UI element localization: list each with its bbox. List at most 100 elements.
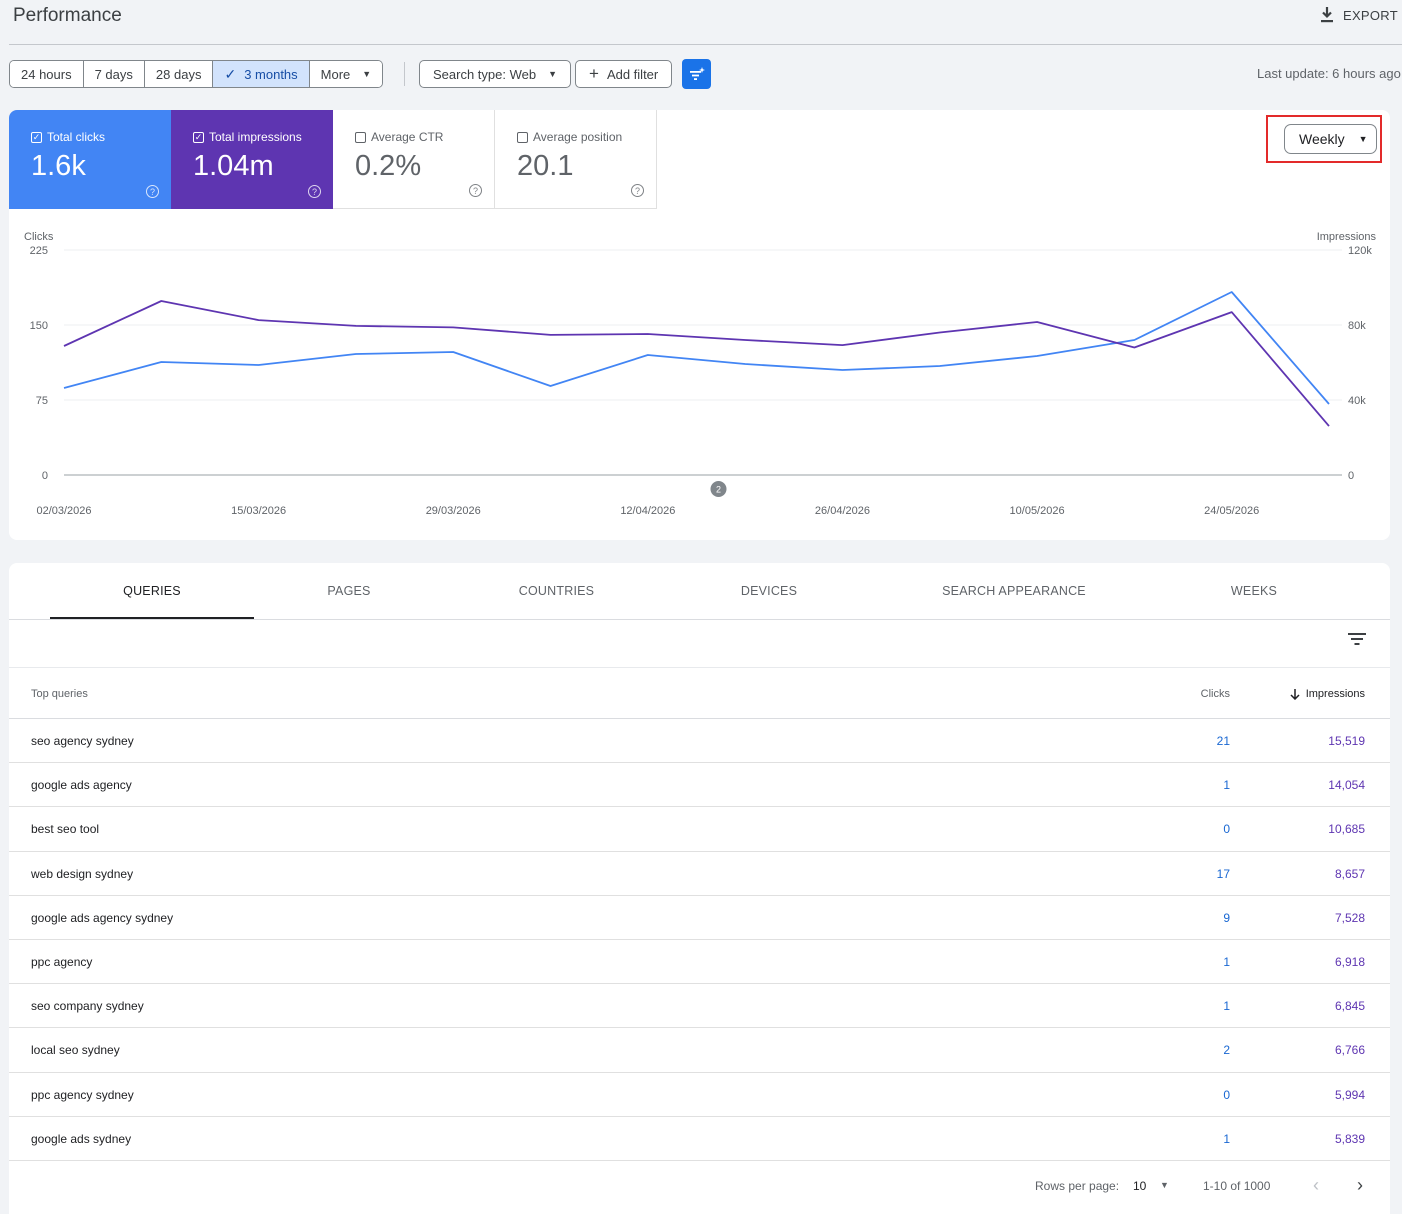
- filter-icon[interactable]: [1348, 631, 1366, 647]
- table-row[interactable]: google ads sydney 1 5,839: [9, 1117, 1390, 1161]
- highlight-box: [1266, 115, 1382, 163]
- date-range-7-days[interactable]: 7 days: [83, 61, 145, 87]
- table-row[interactable]: local seo sydney 2 6,766: [9, 1028, 1390, 1073]
- date-range-3-months[interactable]: ✓ 3 months: [213, 61, 310, 87]
- series-line-clicks: [63, 291, 1330, 405]
- dimension-tabs: QUERIES PAGES COUNTRIES DEVICES SEARCH A…: [9, 563, 1390, 620]
- checkbox-checked-icon[interactable]: ✓: [31, 131, 42, 143]
- series-line-impressions: [63, 300, 1330, 427]
- filter-sparkle-icon: [689, 67, 705, 80]
- right-tick-label: 40k: [1348, 395, 1366, 407]
- tab-weeks[interactable]: WEEKS: [1230, 584, 1278, 598]
- checkbox-checked-icon[interactable]: ✓: [193, 131, 204, 143]
- metric-average-ctr[interactable]: Average CTR 0.2% ?: [333, 110, 495, 209]
- table-row[interactable]: google ads agency 1 14,054: [9, 763, 1390, 808]
- performance-chart-card: ✓ Total clicks 1.6k ? ✓ Total impressions …: [9, 110, 1390, 540]
- tab-devices[interactable]: DEVICES: [740, 584, 798, 598]
- add-filter-button[interactable]: + Add filter: [575, 60, 673, 88]
- export-label: EXPORT: [1342, 7, 1398, 23]
- table-row[interactable]: google ads agency sydney 9 7,528: [9, 896, 1390, 940]
- active-tab-indicator: [50, 617, 254, 619]
- right-axis-label: Impressions: [1317, 231, 1377, 243]
- granularity-dropdown[interactable]: Weekly ▼: [1284, 124, 1377, 154]
- metric-value: 20.1: [517, 150, 574, 182]
- pagination: Rows per page: 10 ▼ 1-10 of 1000 ‹ ›: [9, 1163, 1390, 1213]
- left-tick-label: 150: [30, 320, 48, 332]
- x-tick-label: 02/03/2026: [36, 505, 91, 517]
- x-tick-label: 15/03/2026: [231, 505, 286, 517]
- caret-down-icon: ▼: [548, 69, 558, 79]
- last-update-text: Last update: 6 hours ago: [1257, 66, 1401, 81]
- plus-icon: +: [589, 64, 599, 83]
- table-row[interactable]: ppc agency sydney 0 5,994: [9, 1073, 1390, 1117]
- table-row[interactable]: web design sydney 17 8,657: [9, 852, 1390, 896]
- metric-value: 0.2%: [355, 150, 422, 182]
- export-button[interactable]: EXPORT: [1319, 6, 1398, 24]
- tab-countries[interactable]: COUNTRIES: [518, 584, 595, 598]
- metric-label: Average CTR: [371, 130, 444, 144]
- annotation-badge: [710, 481, 727, 497]
- x-tick-label: 29/03/2026: [426, 505, 481, 517]
- help-icon[interactable]: ?: [631, 184, 644, 197]
- metric-value: 1.04m: [193, 150, 274, 182]
- metric-total-impressions[interactable]: ✓ Total impressions 1.04m ?: [171, 110, 333, 209]
- date-range-selector: 24 hours 7 days 28 days ✓ 3 months More ▼: [9, 60, 384, 88]
- page-title: Performance: [13, 5, 122, 26]
- caret-down-icon[interactable]: ▼: [1160, 1180, 1169, 1190]
- table-row[interactable]: seo company sydney 1 6,845: [9, 984, 1390, 1029]
- checkbox-unchecked-icon[interactable]: [355, 131, 366, 143]
- column-header-impressions[interactable]: Impressions: [1290, 688, 1365, 700]
- caret-down-icon: ▼: [1358, 134, 1368, 144]
- checkbox-unchecked-icon[interactable]: [517, 131, 528, 143]
- annotation-badge-label: 2: [716, 485, 721, 495]
- column-header-clicks[interactable]: Clicks: [1200, 688, 1230, 700]
- line-chart: 225 120k 150 80k 75 40k 0 0 Clicks Impressions 02/…: [24, 231, 1377, 517]
- pagination-range: 1-10 of 1000: [1203, 1179, 1271, 1193]
- help-icon[interactable]: ?: [308, 185, 321, 198]
- x-tick-label: 26/04/2026: [815, 505, 870, 517]
- metric-label: Total clicks: [47, 130, 106, 144]
- right-tick-label: 120k: [1348, 245, 1372, 257]
- left-axis-label: Clicks: [24, 231, 54, 243]
- x-tick-label: 10/05/2026: [1010, 505, 1065, 517]
- date-range-28-days[interactable]: 28 days: [144, 61, 214, 87]
- metric-label: Average position: [533, 130, 623, 144]
- table-row[interactable]: seo agency sydney 21 15,519: [9, 719, 1390, 764]
- table-row[interactable]: best seo tool 0 10,685: [9, 807, 1390, 852]
- metric-average-position[interactable]: Average position 20.1 ?: [495, 110, 657, 209]
- x-tick-label: 24/05/2026: [1204, 505, 1259, 517]
- header-divider: [9, 44, 1402, 45]
- table-header: Top queries Clicks Impressions: [9, 667, 1390, 719]
- metric-label: Total impressions: [209, 130, 302, 144]
- help-icon[interactable]: ?: [146, 185, 159, 198]
- metric-value: 1.6k: [31, 150, 86, 182]
- rows-per-page-label: Rows per page:: [1035, 1179, 1120, 1193]
- table-row[interactable]: ppc agency 1 6,918: [9, 940, 1390, 985]
- date-range-more[interactable]: More ▼: [309, 61, 383, 87]
- right-tick-label: 0: [1348, 470, 1354, 482]
- right-tick-label: 80k: [1348, 320, 1366, 332]
- column-header-query: Top queries: [31, 688, 88, 700]
- tab-queries[interactable]: QUERIES: [123, 584, 181, 598]
- chevron-right-icon[interactable]: ›: [1357, 1175, 1363, 1195]
- date-range-24-hours[interactable]: 24 hours: [10, 61, 84, 87]
- tab-pages[interactable]: PAGES: [327, 584, 371, 598]
- check-icon: ✓: [224, 65, 237, 82]
- filter-divider: [404, 62, 405, 86]
- caret-down-icon: ▼: [362, 69, 372, 79]
- rows-per-page-select[interactable]: 10: [1133, 1179, 1147, 1193]
- page-header: Performance EXPORT: [0, 0, 1402, 45]
- left-tick-label: 75: [36, 395, 48, 407]
- tab-search-appearance[interactable]: SEARCH APPEARANCE: [942, 584, 1086, 598]
- x-tick-label: 12/04/2026: [620, 505, 675, 517]
- table-body: seo agency sydney 21 15,519 google ads age…: [9, 719, 1390, 1161]
- metric-total-clicks[interactable]: ✓ Total clicks 1.6k ?: [9, 110, 171, 209]
- left-tick-label: 225: [30, 245, 48, 257]
- arrow-down-icon: [1290, 688, 1300, 700]
- data-table-card: QUERIES PAGES COUNTRIES DEVICES SEARCH A…: [9, 563, 1390, 1214]
- help-icon[interactable]: ?: [469, 184, 482, 197]
- compare-filter-button[interactable]: [682, 59, 711, 89]
- search-type-dropdown[interactable]: Search type: Web ▼: [419, 60, 572, 88]
- chevron-left-icon[interactable]: ‹: [1313, 1175, 1319, 1195]
- left-tick-label: 0: [42, 470, 48, 482]
